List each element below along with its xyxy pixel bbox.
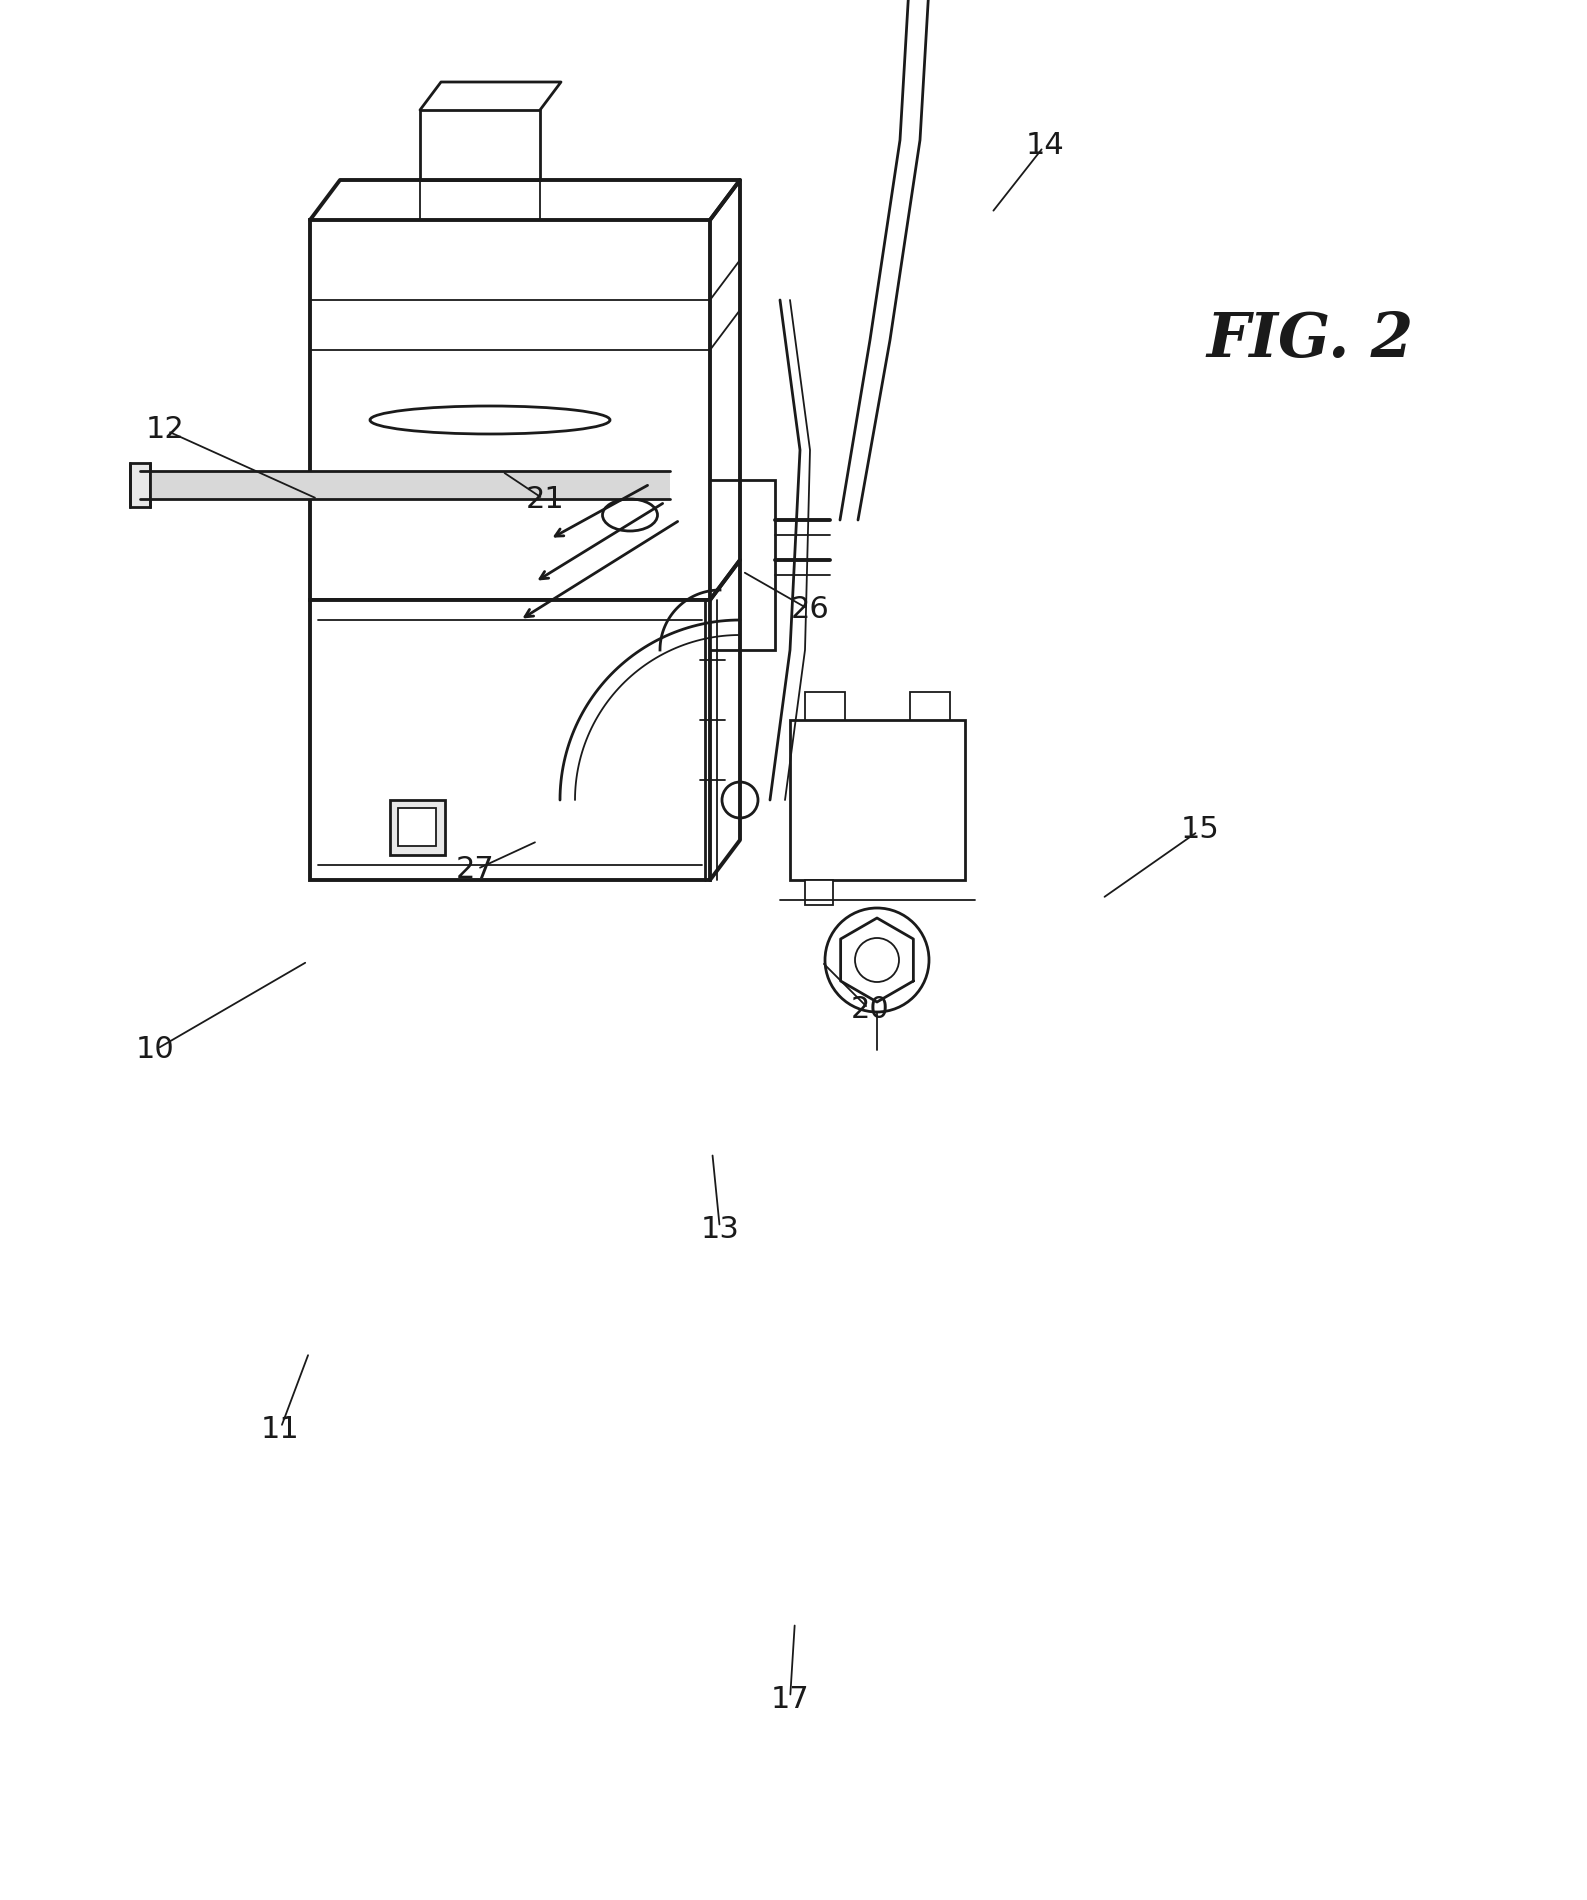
Text: 17: 17 [771, 1685, 809, 1714]
Bar [309, 220, 709, 600]
Bar [805, 880, 833, 904]
Text: 26: 26 [790, 595, 830, 625]
Text: 11: 11 [260, 1416, 300, 1444]
Text: FIG. 2: FIG. 2 [1206, 310, 1414, 370]
Circle shape [825, 908, 928, 1013]
Circle shape [855, 939, 898, 982]
Bar [421, 110, 540, 180]
Text: 27: 27 [455, 855, 495, 885]
Bar [130, 464, 151, 507]
Bar [909, 692, 951, 720]
Bar [790, 720, 965, 880]
Bar [309, 600, 709, 880]
Text: 21: 21 [525, 486, 565, 515]
Text: 13: 13 [700, 1216, 740, 1244]
Text: 14: 14 [1025, 131, 1065, 160]
Text: 10: 10 [135, 1036, 175, 1064]
Ellipse shape [603, 500, 657, 530]
Bar [390, 800, 444, 855]
Bar [151, 471, 670, 500]
Text: 15: 15 [1181, 815, 1219, 844]
Ellipse shape [370, 407, 609, 433]
Bar [709, 481, 774, 650]
Circle shape [722, 783, 759, 819]
Text: 12: 12 [146, 416, 184, 445]
Bar [398, 808, 436, 846]
Text: 20: 20 [851, 996, 889, 1024]
Bar [805, 692, 844, 720]
